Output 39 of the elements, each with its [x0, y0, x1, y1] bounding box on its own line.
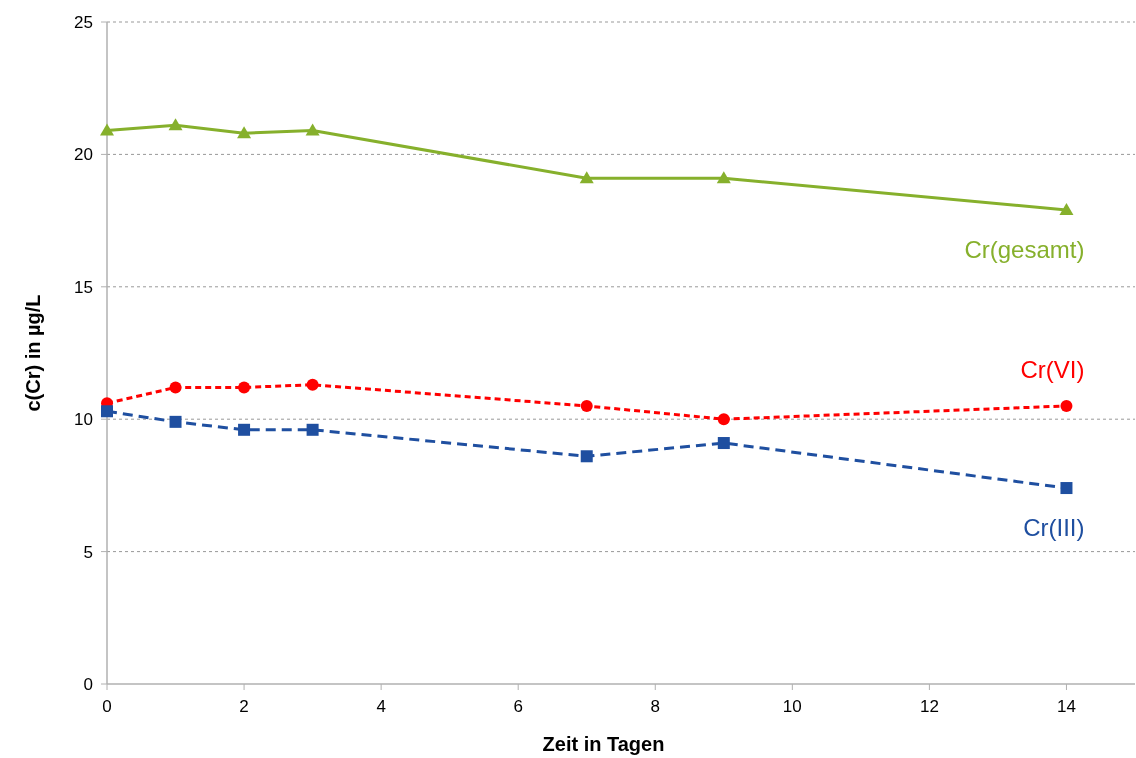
series-label: Cr(VI) — [1020, 355, 1085, 383]
point — [579, 171, 594, 184]
point — [717, 437, 730, 450]
y-tick-label: 20 — [74, 145, 93, 165]
point — [169, 415, 182, 428]
x-tick-label: 6 — [513, 697, 523, 716]
x-tick-label: 12 — [919, 697, 939, 716]
point — [169, 381, 182, 394]
point — [716, 171, 731, 184]
y-tick-label: 15 — [74, 277, 93, 297]
x-tick-label: 4 — [376, 697, 386, 716]
x-tick-label: 14 — [1057, 697, 1076, 716]
point — [101, 405, 113, 418]
y-tick-label: 5 — [83, 542, 93, 562]
series-label: Cr(III) — [1023, 514, 1085, 542]
point — [1059, 203, 1074, 216]
point — [305, 123, 320, 136]
point — [306, 423, 319, 436]
point — [238, 381, 251, 394]
point — [717, 413, 730, 426]
point — [1060, 482, 1073, 495]
x-tick-label: 2 — [239, 697, 249, 716]
point — [237, 126, 252, 139]
x-tick-label: 0 — [102, 697, 112, 716]
y-tick-label: 25 — [74, 12, 93, 32]
y-tick-label: 0 — [83, 674, 93, 694]
series-label: Cr(gesamt) — [964, 236, 1085, 264]
y-tick-label: 10 — [74, 410, 93, 430]
point — [238, 423, 251, 436]
point — [100, 123, 114, 136]
point — [580, 399, 593, 412]
point — [168, 118, 183, 131]
point — [306, 378, 319, 391]
x-tick-label: 10 — [782, 697, 802, 716]
x-tick-label: 8 — [650, 697, 660, 716]
y-axis-title: c(Cr) in µg/L — [22, 294, 44, 412]
x-axis-title: Zeit in Tagen — [542, 733, 665, 755]
point — [580, 450, 593, 463]
point — [1060, 399, 1073, 412]
